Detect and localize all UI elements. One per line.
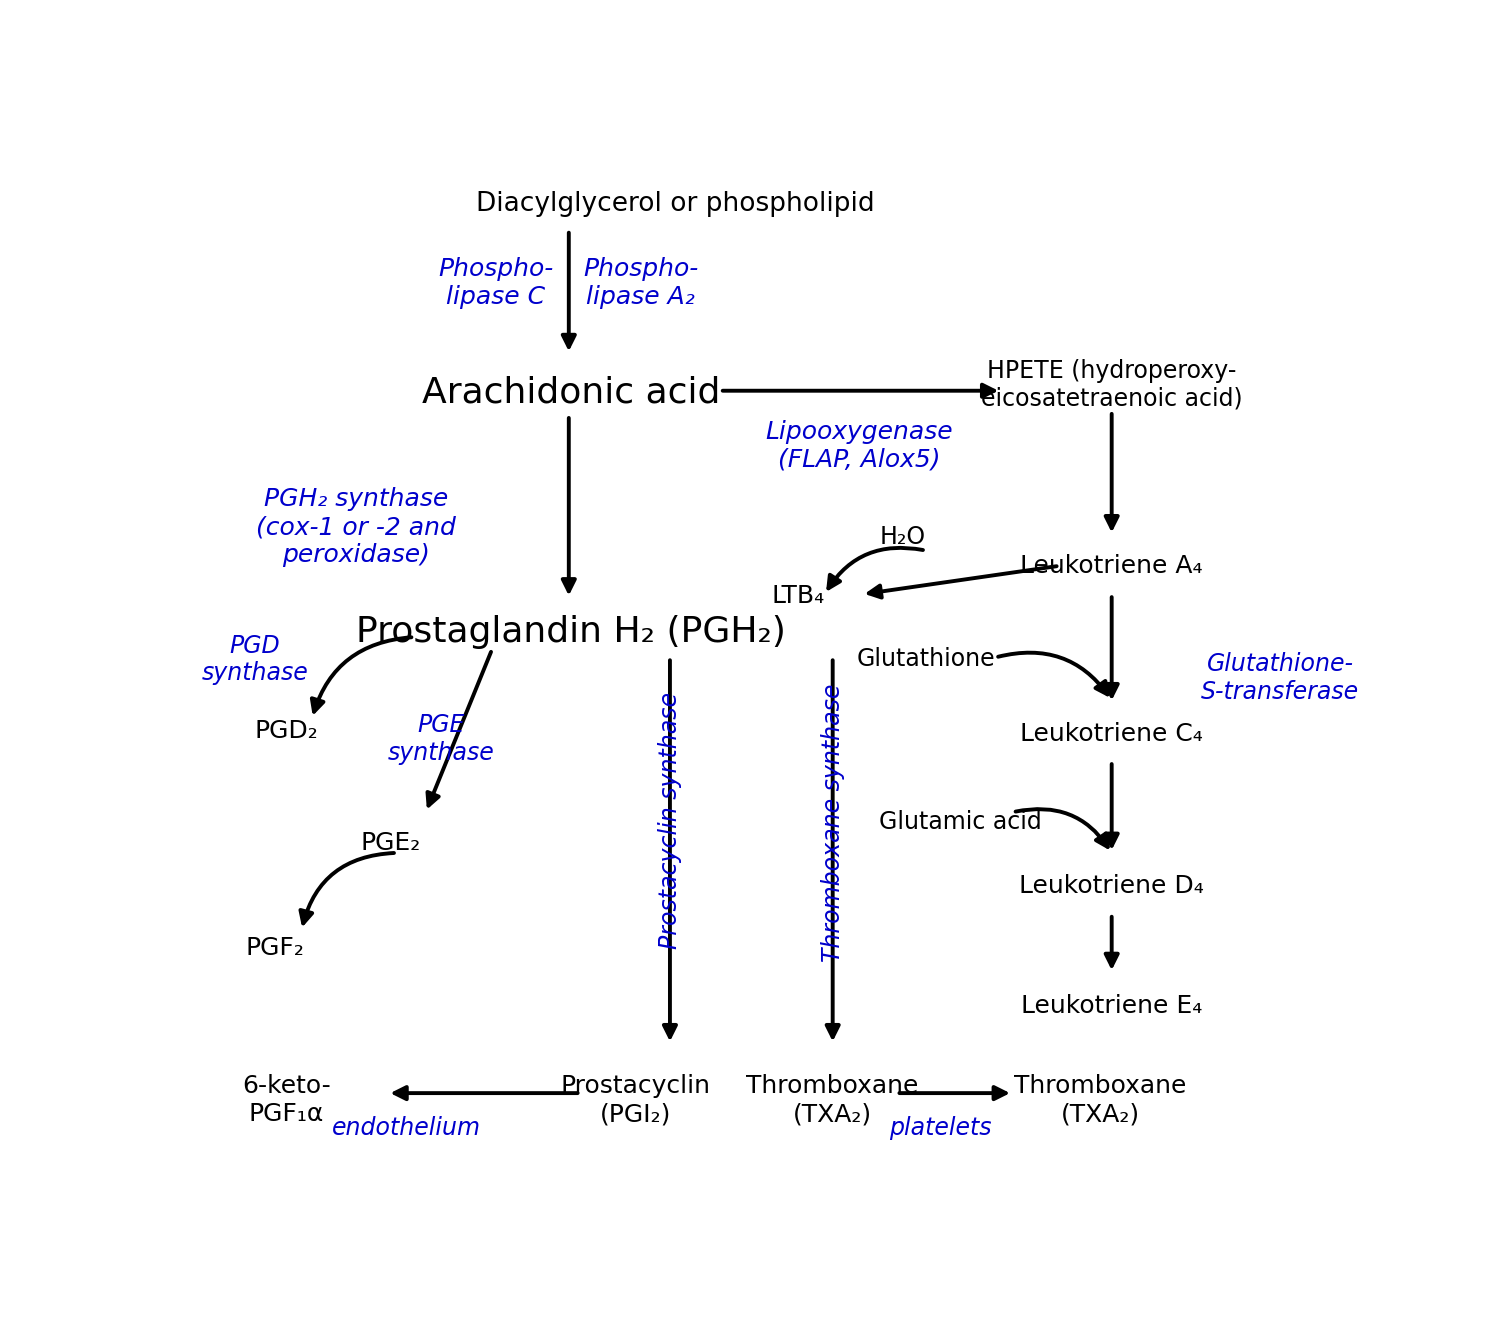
Text: 6-keto-
PGF₁α: 6-keto- PGF₁α <box>242 1075 330 1126</box>
Text: Thromboxane
(TXA₂): Thromboxane (TXA₂) <box>1014 1075 1186 1126</box>
Text: Leukotriene A₄: Leukotriene A₄ <box>1020 554 1203 578</box>
Text: Leukotriene D₄: Leukotriene D₄ <box>1020 874 1204 899</box>
Text: Glutathione: Glutathione <box>856 648 994 672</box>
Text: Phospho-
lipase C: Phospho- lipase C <box>438 256 554 309</box>
Text: LTB₄: LTB₄ <box>771 584 825 608</box>
Text: Prostacyclin
(PGI₂): Prostacyclin (PGI₂) <box>560 1075 710 1126</box>
Text: Glutamic acid: Glutamic acid <box>879 810 1042 834</box>
Text: Prostaglandin H₂ (PGH₂): Prostaglandin H₂ (PGH₂) <box>356 615 786 649</box>
Text: PGH₂ synthase
(cox-1 or -2 and
peroxidase): PGH₂ synthase (cox-1 or -2 and peroxidas… <box>256 488 456 567</box>
Text: Thromboxane synthase: Thromboxane synthase <box>821 683 844 961</box>
Text: endothelium: endothelium <box>332 1116 480 1140</box>
Text: HPETE (hydroperoxy-
eicosatetraenoic acid): HPETE (hydroperoxy- eicosatetraenoic aci… <box>981 358 1242 411</box>
Text: Diacylglycerol or phospholipid: Diacylglycerol or phospholipid <box>477 192 874 217</box>
Text: PGD
synthase: PGD synthase <box>201 633 309 685</box>
Text: Leukotriene C₄: Leukotriene C₄ <box>1020 722 1203 746</box>
Text: Leukotriene E₄: Leukotriene E₄ <box>1022 994 1203 1018</box>
Text: PGD₂: PGD₂ <box>255 719 318 743</box>
Text: PGE₂: PGE₂ <box>362 830 422 855</box>
Text: platelets: platelets <box>890 1116 992 1140</box>
Text: Thromboxane
(TXA₂): Thromboxane (TXA₂) <box>747 1075 920 1126</box>
Text: Prostacyclin synthase: Prostacyclin synthase <box>658 691 682 949</box>
Text: Phospho-
lipase A₂: Phospho- lipase A₂ <box>584 256 699 309</box>
Text: H₂O: H₂O <box>879 525 926 550</box>
Text: PGE
synthase: PGE synthase <box>387 713 495 764</box>
Text: Lipooxygenase
(FLAP, Alox5): Lipooxygenase (FLAP, Alox5) <box>765 420 952 472</box>
Text: Arachidonic acid: Arachidonic acid <box>422 375 720 410</box>
Text: Glutathione-
S-transferase: Glutathione- S-transferase <box>1202 652 1359 703</box>
Text: PGF₂: PGF₂ <box>246 936 304 960</box>
